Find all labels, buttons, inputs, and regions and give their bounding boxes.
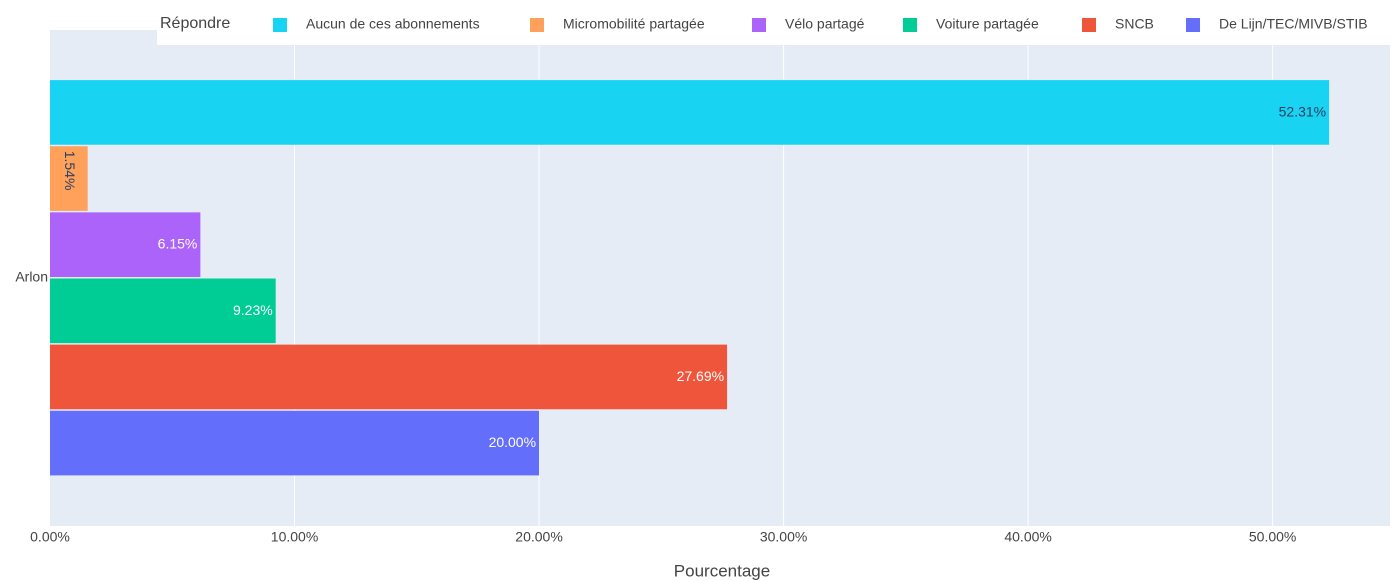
bar: [50, 410, 540, 476]
legend-swatch: [903, 18, 917, 32]
legend-label: SNCB: [1115, 16, 1154, 32]
value-label: 6.15%: [158, 236, 198, 252]
legend-title: Répondre: [160, 15, 230, 32]
bar: [50, 278, 276, 344]
legend-label: Aucun de ces abonnements: [306, 16, 480, 32]
x-tick-label: 30.00%: [760, 529, 807, 545]
bar: [50, 344, 728, 410]
legend-label: Vélo partagé: [785, 16, 865, 32]
bar: [50, 80, 1330, 145]
legend-swatch: [752, 18, 766, 32]
x-tick-label: 20.00%: [515, 529, 562, 545]
y-tick-label: Arlon: [15, 269, 48, 285]
value-label: 9.23%: [233, 302, 273, 318]
legend-label: De Lijn/TEC/MIVB/STIB: [1219, 16, 1368, 32]
legend-label: Micromobilité partagée: [563, 16, 705, 32]
legend-swatch: [1082, 18, 1096, 32]
value-label: 52.31%: [1279, 103, 1326, 119]
bar: [50, 146, 88, 211]
x-tick-label: 10.00%: [271, 529, 318, 545]
bar: [50, 212, 201, 277]
x-tick-label: 0.00%: [30, 529, 70, 545]
legend-swatch: [273, 18, 287, 32]
legend-label: Voiture partagée: [936, 16, 1039, 32]
value-label: 20.00%: [489, 434, 536, 450]
value-label: 1.54%: [62, 151, 78, 191]
x-axis-title: Pourcentage: [674, 561, 770, 580]
legend-swatch: [1186, 18, 1200, 32]
x-tick-label: 40.00%: [1004, 529, 1051, 545]
value-label: 27.69%: [677, 368, 724, 384]
legend-swatch: [530, 18, 544, 32]
x-tick-label: 50.00%: [1249, 529, 1296, 545]
